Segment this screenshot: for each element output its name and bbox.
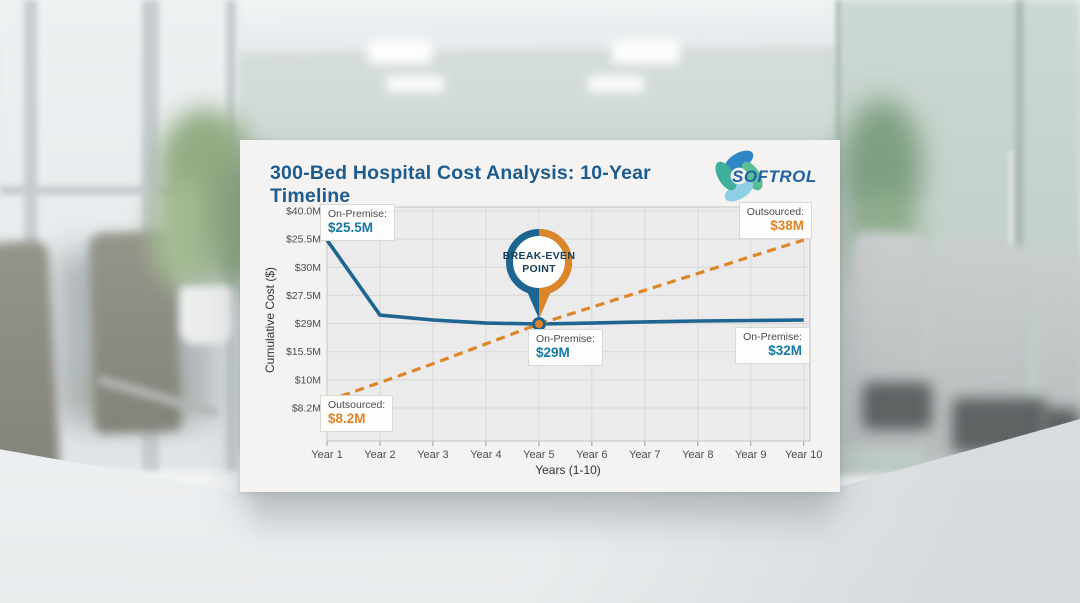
chair-seat: [862, 382, 932, 430]
plot-border: [326, 206, 811, 442]
callout-value: $38M: [770, 218, 804, 234]
callout-outsourced-year1: Outsourced: $8.2M: [320, 395, 394, 433]
badge-pointer-left: [526, 289, 539, 319]
break-even-badge: BREAK-EVEN POINT: [503, 229, 575, 331]
callout-value: $8.2M: [328, 411, 366, 427]
break-even-point-marker: [532, 317, 546, 331]
ceiling-light: [588, 76, 644, 92]
glass-frame: [1016, 0, 1023, 475]
badge-pointer-right: [539, 289, 552, 319]
y-tick-label: $10M: [295, 374, 321, 386]
badge-ring-orange-half: [538, 229, 572, 295]
door-handle: [1008, 150, 1013, 265]
callout-onpremise-year10: On-Premise: $32M: [735, 327, 810, 365]
callout-onpremise-year1: On-Premise: $25.5M: [320, 204, 395, 242]
x-tick-label: Year 6: [576, 449, 607, 461]
badge-line1: BREAK-EVEN: [503, 250, 575, 262]
y-tick-label: $25.5M: [286, 234, 321, 246]
chart-card: $40.0M $25.5M $30M $27.5M $29M $15.5M $10M $8.2…: [240, 140, 840, 492]
badge-line2: POINT: [522, 263, 556, 275]
x-tick-label: Year 9: [735, 449, 766, 461]
data-series: [325, 238, 805, 403]
x-tick-label: Year 7: [629, 449, 660, 461]
callout-outsourced-year10: Outsourced: $38M: [738, 202, 812, 240]
card-reflection: [252, 492, 828, 548]
series-line-on-premise: [325, 238, 804, 326]
callout-onpremise-breakeven: On-Premise: $29M: [528, 329, 603, 367]
cost-analysis-chart: $40.0M $25.5M $30M $27.5M $29M $15.5M $10M $8.2…: [263, 206, 823, 478]
x-axis-title: Years (1-10): [535, 463, 601, 477]
y-tick-label: $40.0M: [286, 206, 321, 218]
callout-value: $32M: [768, 343, 802, 359]
axis-tick-labels: $40.0M $25.5M $30M $27.5M $29M $15.5M $10M $8.2…: [286, 206, 823, 462]
x-tick-label: Year 5: [523, 449, 554, 461]
y-tick-label: $30M: [295, 262, 321, 274]
x-tick-label: Year 2: [364, 449, 395, 461]
x-tick-label: Year 1: [311, 449, 342, 461]
logo-wordmark: SOFTROL: [732, 167, 817, 186]
callout-value: $29M: [536, 345, 570, 361]
y-tick-label: $27.5M: [286, 290, 321, 302]
y-tick-label: $15.5M: [286, 346, 321, 358]
callout-label: On-Premise:: [328, 208, 387, 220]
softrol-swirl-icon: [715, 150, 763, 202]
x-tick-label: Year 3: [417, 449, 448, 461]
window-mullion: [0, 186, 238, 195]
callout-value: $25.5M: [328, 220, 374, 236]
callout-label: Outsourced:: [746, 206, 804, 218]
x-tick-label: Year 10: [785, 449, 823, 461]
ceiling-light: [386, 76, 444, 92]
x-tick-label: Year 4: [470, 449, 501, 461]
callout-label: Outsourced:: [328, 399, 386, 411]
plant-pot: [180, 286, 232, 344]
page-title: 300-Bed Hospital Cost Analysis: 10-Year …: [270, 162, 651, 207]
softrol-logo: SOFTROL: [708, 146, 826, 204]
callout-label: On-Premise:: [536, 333, 595, 345]
x-tick-label: Year 8: [682, 449, 713, 461]
callout-label: On-Premise:: [743, 331, 802, 343]
series-line-outsourced: [326, 238, 805, 403]
ceiling-light: [368, 40, 432, 64]
y-tick-label: $29M: [295, 318, 321, 330]
y-tick-label: $8.2M: [292, 403, 321, 415]
ceiling-light: [612, 40, 680, 64]
y-axis-title: Cumulative Cost ($): [263, 267, 277, 373]
